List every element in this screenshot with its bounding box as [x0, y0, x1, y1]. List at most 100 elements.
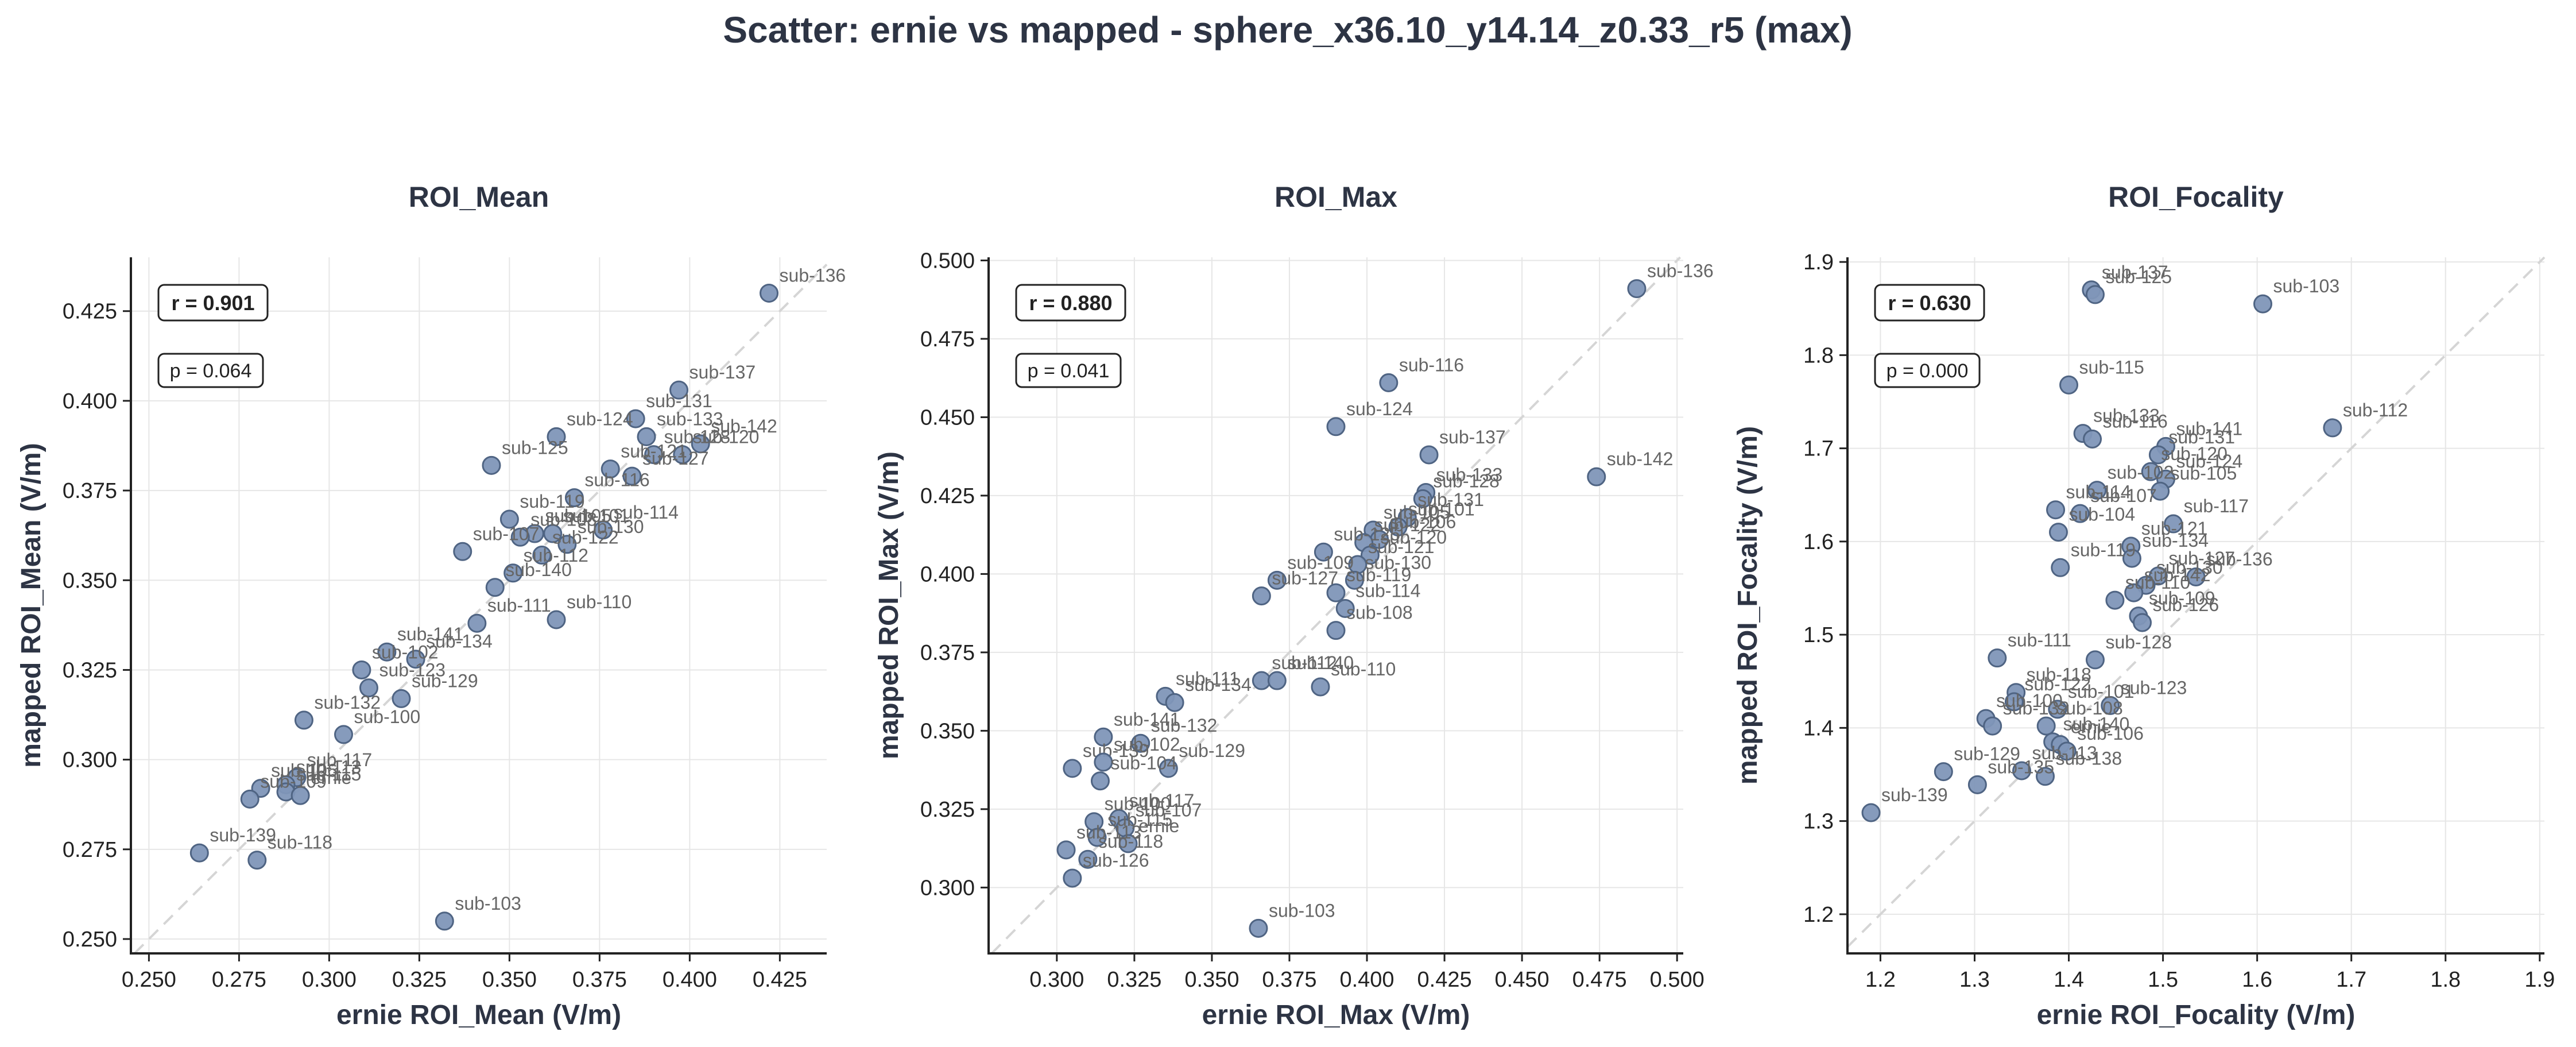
point-label: sub-100: [1105, 794, 1171, 814]
point-label: sub-115: [1107, 809, 1172, 830]
data-point: [1388, 517, 1408, 537]
point-label: sub-139: [210, 825, 276, 845]
r-stat-text: r = 0.901: [171, 291, 254, 315]
point-label: sub-138: [2056, 748, 2122, 769]
x-tick-label: 0.475: [1572, 968, 1627, 992]
data-point: [510, 527, 530, 547]
data-point: [189, 843, 209, 863]
point-label: sub-120: [693, 427, 760, 447]
point-label: sub-105: [1384, 502, 1450, 523]
y-tick-label: 0.400: [63, 389, 117, 414]
point-label: sub-106: [271, 760, 338, 781]
point-label: sub-106: [2077, 723, 2144, 744]
point-label: sub-103: [455, 893, 521, 914]
y-tick-label: 1.8: [1803, 343, 1834, 368]
y-tick-label: 0.325: [920, 798, 975, 822]
point-label: sub-134: [1185, 674, 1252, 695]
point-label: sub-140: [505, 559, 572, 580]
point-label: sub-119: [2071, 539, 2136, 560]
x-axis-label: ernie ROI_Mean (V/m): [336, 1000, 621, 1030]
data-point: [1267, 570, 1287, 590]
point-label: sub-141: [2176, 418, 2243, 439]
figure-title: Scatter: ernie vs mapped - sphere_x36.10…: [723, 9, 1852, 51]
data-point: [691, 434, 710, 454]
point-label: sub-100: [354, 706, 421, 727]
point-label: sub-127: [642, 448, 709, 469]
point-label: sub-115: [296, 764, 361, 785]
point-label: sub-136: [1647, 261, 1714, 281]
data-point: [2141, 462, 2160, 481]
point-label: sub-137: [689, 362, 756, 383]
point-label: sub-102: [2108, 462, 2174, 483]
y-tick-label: 0.250: [63, 928, 117, 952]
point-label: sub-103: [2273, 276, 2339, 296]
r-stat-frame: [1015, 284, 1126, 322]
point-label: sub-134: [426, 631, 493, 652]
r-stat-box: r = 0.901: [157, 284, 269, 322]
p-stat-text: p = 0.000: [1887, 360, 1969, 382]
y-tick-label: 1.7: [1803, 437, 1834, 461]
point-label: sub-122: [2024, 674, 2091, 694]
data-point: [2132, 613, 2152, 632]
point-label: sub-124: [1346, 399, 1413, 419]
data-point: [1335, 598, 1355, 618]
data-point: [1360, 546, 1380, 565]
point-label: sub-127: [1272, 568, 1338, 589]
point-label: sub-139: [1083, 740, 1149, 761]
data-point: [1326, 621, 1346, 640]
point-label: sub-104: [1110, 753, 1177, 774]
point-label: sub-101: [2068, 681, 2135, 702]
point-label: sub-110: [2125, 572, 2190, 593]
point-label: sub-111: [487, 595, 551, 616]
data-point: [669, 380, 689, 400]
data-point: [377, 642, 397, 662]
point-label: sub-125: [1334, 524, 1400, 544]
y-tick-label: 1.2: [1803, 903, 1834, 927]
data-point: [1967, 775, 1987, 794]
point-label: sub-111: [1176, 668, 1239, 689]
point-label: sub-124: [2176, 451, 2243, 472]
point-label: sub-101: [563, 505, 630, 526]
y-tick-label: 0.400: [920, 562, 975, 586]
data-point: [2124, 583, 2144, 602]
r-stat-text: r = 0.630: [1888, 291, 1971, 315]
data-point: [1419, 445, 1439, 465]
point-label: sub-133: [657, 408, 723, 429]
data-point: [2085, 285, 2105, 304]
point-label: sub-121: [621, 441, 687, 462]
point-label: sub-141: [397, 624, 464, 644]
point-label: sub-101: [1408, 499, 1475, 520]
y-tick-label: 1.6: [1803, 530, 1834, 554]
point-label: sub-127: [2168, 548, 2235, 569]
data-point: [2253, 294, 2272, 314]
data-point: [1056, 840, 1076, 860]
point-label: sub-120: [2161, 443, 2228, 464]
point-label: sub-136: [780, 265, 846, 285]
data-point: [1326, 417, 1346, 436]
data-point: [290, 786, 310, 805]
x-tick-label: 0.375: [1262, 968, 1316, 992]
data-point: [644, 445, 664, 465]
data-point: [1861, 803, 1881, 822]
point-label: sub-115: [2079, 357, 2144, 377]
data-point: [2059, 375, 2079, 395]
data-point: [1627, 279, 1647, 299]
point-label: sub-140: [1287, 652, 1354, 673]
y-tick-label: 1.5: [1803, 623, 1834, 647]
point-label: sub-142: [711, 416, 777, 436]
data-point: [2036, 716, 2056, 736]
data-point: [1267, 671, 1287, 690]
data-point: [467, 613, 487, 633]
data-point: [1090, 771, 1110, 791]
data-point: [334, 725, 354, 744]
scatter-panel-2: 0.300 0.325 0.350 0.375 0.400 0.425 0.450 0.475…: [874, 181, 1714, 1030]
identity-line: [990, 256, 1682, 955]
y-tick-label: 0.350: [63, 569, 117, 593]
point-label: sub-110: [1331, 659, 1396, 679]
data-point: [1165, 693, 1184, 712]
data-point: [1063, 868, 1082, 888]
point-label: sub-114: [1355, 580, 1420, 601]
y-tick-label: 0.425: [920, 484, 975, 508]
data-point: [1252, 671, 1271, 690]
data-point: [2004, 692, 2024, 712]
